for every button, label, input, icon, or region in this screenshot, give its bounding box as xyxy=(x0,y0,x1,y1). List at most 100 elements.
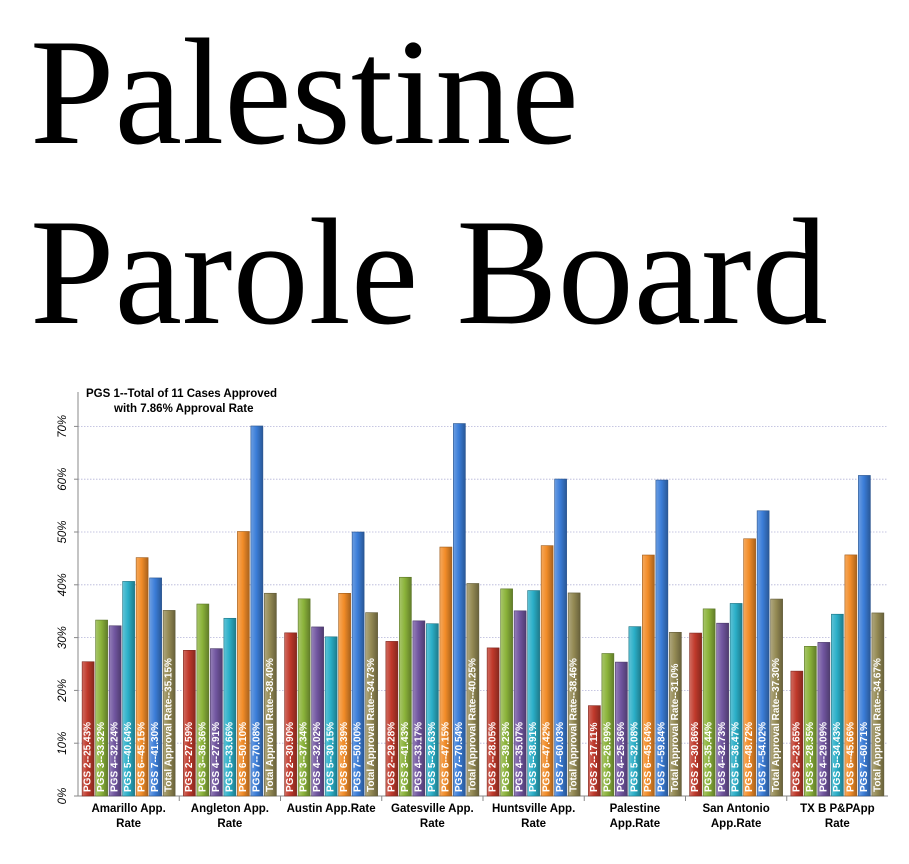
y-tick-label: 0% xyxy=(57,788,69,805)
bar-data-label: PGS 6--47.15% xyxy=(440,722,451,792)
bar-data-label: PGS 2--28.05% xyxy=(488,722,499,792)
bar xyxy=(729,603,743,797)
bar xyxy=(426,623,439,797)
bar xyxy=(588,705,601,797)
bar-data-label: PGS 6--45.15% xyxy=(137,722,148,792)
bar xyxy=(237,531,250,797)
bar xyxy=(804,646,817,797)
bar xyxy=(183,650,196,797)
approval-rate-chart: 0% 10% 20% 30% 40% 50% 60% 70% Amarillo App. Rate… xyxy=(57,388,888,830)
bar-data-label: PGS 4--32.02% xyxy=(312,722,323,792)
bar-data-label: PGS 2--27.59% xyxy=(184,722,195,792)
bar xyxy=(567,592,581,797)
bar xyxy=(297,598,311,797)
bar-data-label: PGS 5--40.64% xyxy=(123,722,134,792)
bar xyxy=(858,475,871,797)
x-category-label: Gatesville App. xyxy=(391,803,474,815)
bar-data-label: PGS 5--34.43% xyxy=(832,722,843,792)
bar-data-label: PGS 5--36.47% xyxy=(731,722,742,792)
bar xyxy=(513,610,527,797)
bar-data-label: PGS 3--41.43% xyxy=(400,722,411,792)
y-tick-label: 60% xyxy=(57,468,69,491)
bar-data-label: PGS 3--39.23% xyxy=(501,722,512,792)
bar xyxy=(338,593,351,797)
bar xyxy=(351,531,365,797)
bar-data-label: PGS 4--35.07% xyxy=(515,722,526,792)
bar-data-label: Total Approval Rate--38.40% xyxy=(265,658,276,792)
x-category-label: Austin App.Rate xyxy=(287,803,376,815)
bar xyxy=(108,625,122,797)
bar xyxy=(162,610,176,797)
bar-data-label: Total Approval Rate--40.25% xyxy=(467,658,478,792)
bar-data-label: PGS 7--60.03% xyxy=(555,722,566,792)
bar xyxy=(716,622,729,797)
bar-data-label: PGS 6--48.72% xyxy=(744,722,755,792)
bar xyxy=(365,612,378,797)
x-category-label: Amarillo App. xyxy=(91,803,165,815)
bar xyxy=(844,554,858,797)
x-category-label: Angleton App. xyxy=(191,803,269,815)
x-category-label: App.Rate xyxy=(711,818,761,830)
bar xyxy=(453,423,466,797)
bar-data-label: PGS 4--25.36% xyxy=(616,722,627,792)
x-category-label: Rate xyxy=(217,818,242,830)
bar xyxy=(831,613,844,797)
bar xyxy=(264,592,277,797)
bar-data-label: PGS 2--29.28% xyxy=(386,722,397,792)
x-category-label: Huntsville App. xyxy=(492,803,575,815)
bar xyxy=(790,670,804,797)
x-category-label: Rate xyxy=(825,818,850,830)
bar xyxy=(466,583,480,797)
bar xyxy=(642,554,655,797)
bar-data-label: PGS 5--38.91% xyxy=(528,722,539,792)
page-title-line-1: Palestine xyxy=(30,8,579,176)
bar-data-label: PGS 4--32.73% xyxy=(717,722,728,792)
bar-data-label: PGS 6--50.10% xyxy=(238,722,249,792)
bar xyxy=(324,636,338,797)
x-category-label: San Antonio xyxy=(702,803,769,815)
bar xyxy=(81,661,95,797)
bar xyxy=(601,653,615,797)
bar-data-label: PGS 7--54.02% xyxy=(758,722,769,792)
bar xyxy=(196,603,210,797)
bar-data-label: PGS 2--17.11% xyxy=(589,722,600,792)
bar xyxy=(655,479,669,797)
bar xyxy=(540,545,554,797)
x-category-label: Palestine xyxy=(610,803,661,815)
y-tick-label: 50% xyxy=(57,520,69,543)
bar-data-label: PGS 7--50.00% xyxy=(353,722,364,792)
y-tick-label: 70% xyxy=(57,415,69,438)
bar xyxy=(486,647,500,797)
bar-data-label: PGS 4--32.24% xyxy=(110,722,121,792)
bar xyxy=(311,626,324,797)
x-category-label: App.Rate xyxy=(610,818,660,830)
bar-data-label: PGS 2--23.65% xyxy=(791,722,802,792)
bar-data-label: PGS 7--41.30% xyxy=(150,722,161,792)
bar-data-label: PGS 3--37.34% xyxy=(299,722,310,792)
bar xyxy=(527,590,540,797)
bar xyxy=(615,661,628,797)
bar xyxy=(871,612,885,797)
y-tick-label: 30% xyxy=(57,626,69,649)
bar-data-label: Total Approval Rate--31.0% xyxy=(670,664,681,792)
bar-data-label: PGS 7--59.84% xyxy=(656,722,667,792)
bar xyxy=(770,598,783,797)
bar xyxy=(210,648,223,797)
bar xyxy=(95,619,108,797)
bar-data-label: PGS 7--70.08% xyxy=(251,722,262,792)
bar xyxy=(122,581,135,797)
bar-data-label: PGS 3--36.36% xyxy=(197,722,208,792)
chart-annotation-line-1: PGS 1--Total of 11 Cases Approved xyxy=(86,388,277,400)
bar-data-label: Total Approval Rate--38.46% xyxy=(569,658,580,792)
bars xyxy=(81,423,885,797)
bar xyxy=(756,510,770,797)
y-tick-label: 40% xyxy=(57,573,69,596)
bar-data-label: PGS 6--38.39% xyxy=(339,722,350,792)
bar xyxy=(743,538,756,797)
bar xyxy=(223,617,237,797)
bar-data-label: PGS 2--30.90% xyxy=(285,722,296,792)
bar xyxy=(702,608,716,797)
bar xyxy=(689,632,702,797)
bar-data-label: Total Approval Rate--35.15% xyxy=(164,658,175,792)
bar-data-label: PGS 7--60.71% xyxy=(859,722,870,792)
